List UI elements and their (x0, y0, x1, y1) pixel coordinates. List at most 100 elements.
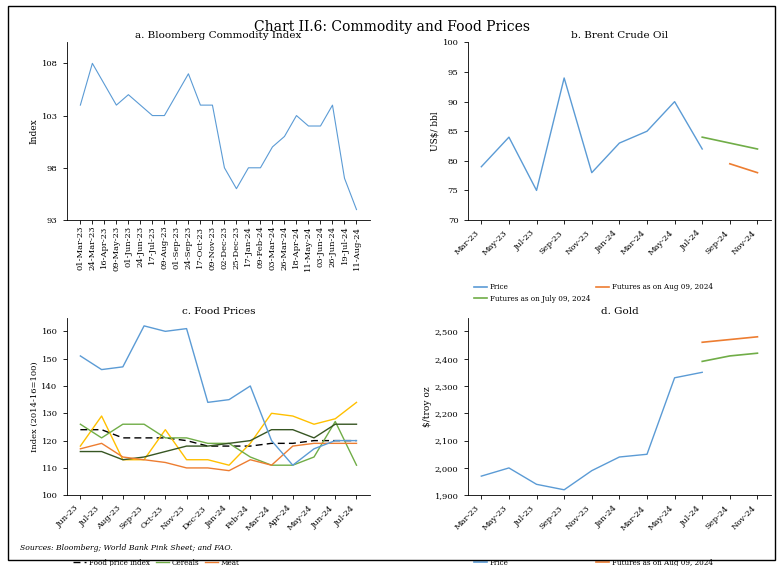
Sugar (76, 353, 85, 359)
Vegetable oil (330, 415, 340, 422)
Sugar (161, 328, 170, 335)
Food price index (267, 440, 276, 447)
Vegetable oil (118, 456, 128, 463)
Meat (330, 440, 340, 447)
Cereals (182, 435, 191, 441)
Dairy (76, 448, 85, 455)
Food price index (225, 443, 234, 449)
Food price index (352, 437, 361, 444)
Food price index (139, 435, 149, 441)
Cereals (288, 462, 298, 469)
Meat (139, 456, 149, 463)
Dairy (97, 448, 106, 455)
Meat (267, 462, 276, 469)
Vegetable oil (161, 426, 170, 433)
Y-axis label: Index: Index (30, 118, 38, 144)
Dairy (330, 421, 340, 428)
Title: d. Gold: d. Gold (601, 307, 638, 315)
Sugar (182, 325, 191, 332)
Sugar (352, 437, 361, 444)
Legend: Price, Futures as on July 09, 2024, Futures as on Aug 09, 2024: Price, Futures as on July 09, 2024, Futu… (471, 280, 716, 306)
Sugar (288, 462, 298, 469)
Title: c. Food Prices: c. Food Prices (182, 307, 255, 315)
Line: Cereals: Cereals (81, 422, 356, 465)
Food price index (182, 437, 191, 444)
Cereals (246, 453, 255, 460)
Meat (97, 440, 106, 447)
Cereals (267, 462, 276, 469)
Meat (203, 465, 212, 471)
Meat (246, 456, 255, 463)
Sugar (330, 437, 340, 444)
Food price index (118, 435, 128, 441)
Legend: Food price index, Vegetable oil, Cereals, Dairy, Meat, Sugar: Food price index, Vegetable oil, Cereals… (70, 556, 246, 566)
Meat (352, 440, 361, 447)
Meat (288, 443, 298, 449)
Line: Vegetable oil: Vegetable oil (81, 402, 356, 465)
Food price index (161, 435, 170, 441)
Meat (118, 453, 128, 460)
Food price index (246, 443, 255, 449)
Dairy (118, 456, 128, 463)
Dairy (161, 448, 170, 455)
Dairy (309, 435, 319, 441)
Cereals (309, 453, 319, 460)
Cereals (118, 421, 128, 428)
Dairy (352, 421, 361, 428)
Food price index (76, 426, 85, 433)
Line: Food price index: Food price index (81, 430, 356, 446)
Meat (76, 445, 85, 452)
Cereals (203, 440, 212, 447)
Vegetable oil (246, 440, 255, 447)
Sugar (118, 363, 128, 370)
Y-axis label: US$/ bbl: US$/ bbl (431, 112, 440, 151)
Sugar (225, 396, 234, 403)
Sugar (267, 437, 276, 444)
Dairy (203, 443, 212, 449)
Food price index (330, 437, 340, 444)
Cereals (225, 440, 234, 447)
Meat (161, 459, 170, 466)
Dairy (182, 443, 191, 449)
Vegetable oil (182, 456, 191, 463)
Cereals (330, 418, 340, 425)
Meat (182, 465, 191, 471)
Meat (309, 440, 319, 447)
Vegetable oil (309, 421, 319, 428)
Vegetable oil (139, 456, 149, 463)
Vegetable oil (267, 410, 276, 417)
Sugar (309, 445, 319, 452)
Vegetable oil (203, 456, 212, 463)
Text: Chart II.6: Commodity and Food Prices: Chart II.6: Commodity and Food Prices (254, 20, 529, 34)
Food price index (97, 426, 106, 433)
Vegetable oil (288, 413, 298, 419)
Cereals (161, 435, 170, 441)
Vegetable oil (352, 399, 361, 406)
Dairy (225, 440, 234, 447)
Cereals (97, 435, 106, 441)
Dairy (288, 426, 298, 433)
Vegetable oil (97, 413, 106, 419)
Legend: Price, Futures as on July 09, 2024, Futures as on Aug 09, 2024: Price, Futures as on July 09, 2024, Futu… (471, 556, 716, 566)
Line: Sugar: Sugar (81, 326, 356, 465)
Food price index (309, 437, 319, 444)
Title: b. Brent Crude Oil: b. Brent Crude Oil (571, 31, 668, 40)
Y-axis label: $/troy oz: $/troy oz (423, 386, 431, 427)
Sugar (246, 383, 255, 389)
Sugar (97, 366, 106, 373)
Line: Meat: Meat (81, 443, 356, 471)
Dairy (139, 453, 149, 460)
Cereals (76, 421, 85, 428)
Sugar (139, 323, 149, 329)
Sugar (203, 399, 212, 406)
Cereals (139, 421, 149, 428)
Dairy (246, 437, 255, 444)
Vegetable oil (225, 462, 234, 469)
Text: Sources: Bloomberg; World Bank Pink Sheet; and FAO.: Sources: Bloomberg; World Bank Pink Shee… (20, 544, 232, 552)
Vegetable oil (76, 443, 85, 449)
Meat (225, 468, 234, 474)
Title: a. Bloomberg Commodity Index: a. Bloomberg Commodity Index (135, 31, 301, 40)
Food price index (288, 440, 298, 447)
Food price index (203, 443, 212, 449)
Dairy (267, 426, 276, 433)
